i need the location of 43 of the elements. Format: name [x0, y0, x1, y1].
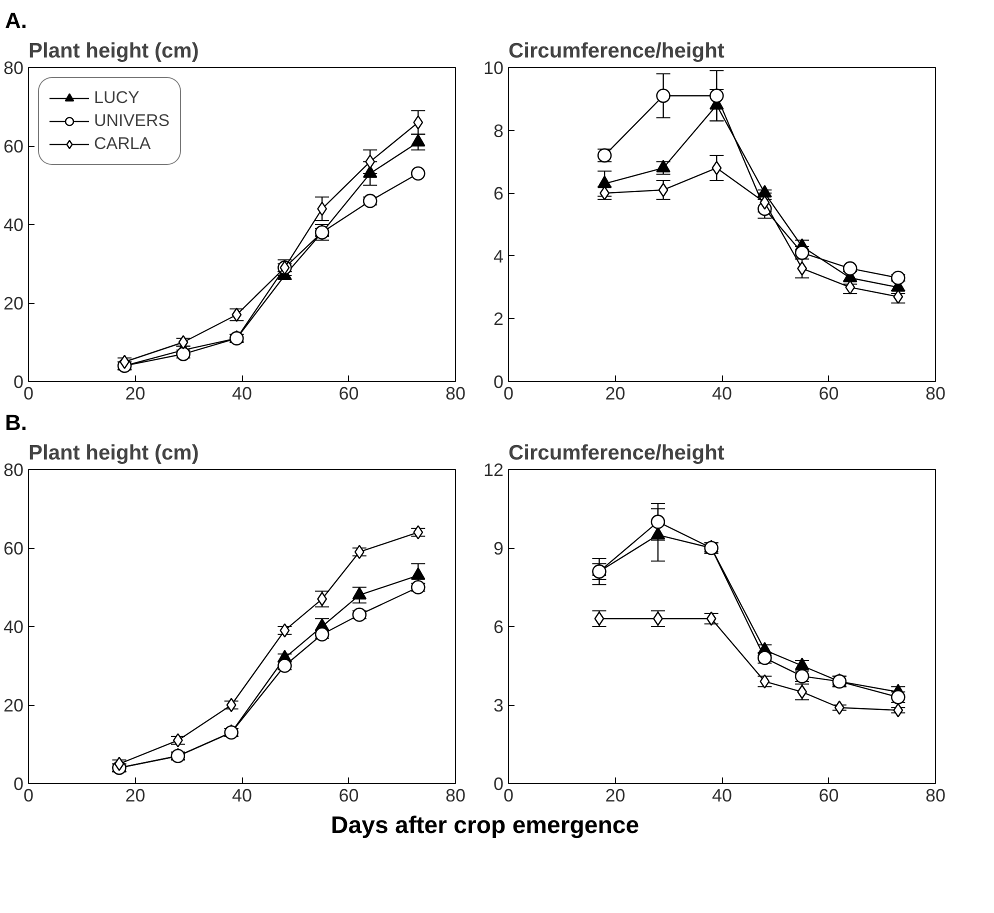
x-tick-label: 60: [338, 384, 359, 404]
x-axis-title: Days after crop emergence: [330, 811, 640, 841]
y-tick-label: 80: [3, 460, 24, 480]
x-tick-label: 80: [925, 384, 946, 404]
chart-title: Circumference/height: [508, 442, 724, 464]
y-tick-label: 60: [3, 136, 24, 156]
x-tick-label: 40: [712, 384, 732, 404]
text: A.: [5, 7, 27, 35]
legend-label: UNIVERS: [94, 111, 170, 131]
x-tick-label: 80: [445, 384, 466, 404]
y-tick-label: 4: [493, 246, 504, 266]
y-tick-label: 6: [493, 617, 504, 637]
x-tick-label: 60: [338, 786, 359, 806]
x-tick-label: 20: [125, 786, 146, 806]
y-tick-label: 20: [3, 294, 24, 314]
y-tick-label: 40: [3, 215, 24, 235]
x-tick-label: 60: [818, 384, 839, 404]
y-tick-label: 10: [483, 58, 504, 78]
text: B.: [5, 409, 27, 437]
y-tick-label: 8: [493, 120, 504, 141]
x-tick-label: 40: [712, 786, 732, 806]
chart-title: Plant height (cm): [28, 442, 199, 464]
y-tick-label: 40: [3, 617, 24, 637]
x-tick-label: 40: [232, 786, 252, 806]
y-tick-label: 9: [493, 538, 504, 558]
legend-label: LUCY: [94, 88, 140, 108]
x-tick-label: 80: [925, 786, 946, 806]
y-tick-label: 12: [483, 460, 504, 480]
y-tick-label: 3: [493, 696, 504, 716]
y-tick-label: 80: [3, 58, 24, 78]
x-tick-label: 40: [232, 384, 252, 404]
x-tick-label: 20: [125, 384, 146, 404]
y-tick-label: 6: [493, 184, 504, 204]
chart-title: Plant height (cm): [28, 40, 199, 62]
y-tick-label: 20: [3, 696, 24, 716]
legend-label: CARLA: [94, 134, 151, 154]
x-tick-label: 20: [605, 786, 626, 806]
x-tick-label: 20: [605, 384, 626, 404]
y-tick-label: 60: [3, 538, 24, 558]
x-tick-label: 80: [445, 786, 466, 806]
chart-title: Circumference/height: [508, 40, 724, 62]
y-tick-label: 2: [493, 309, 504, 330]
x-tick-label: 60: [818, 786, 839, 806]
